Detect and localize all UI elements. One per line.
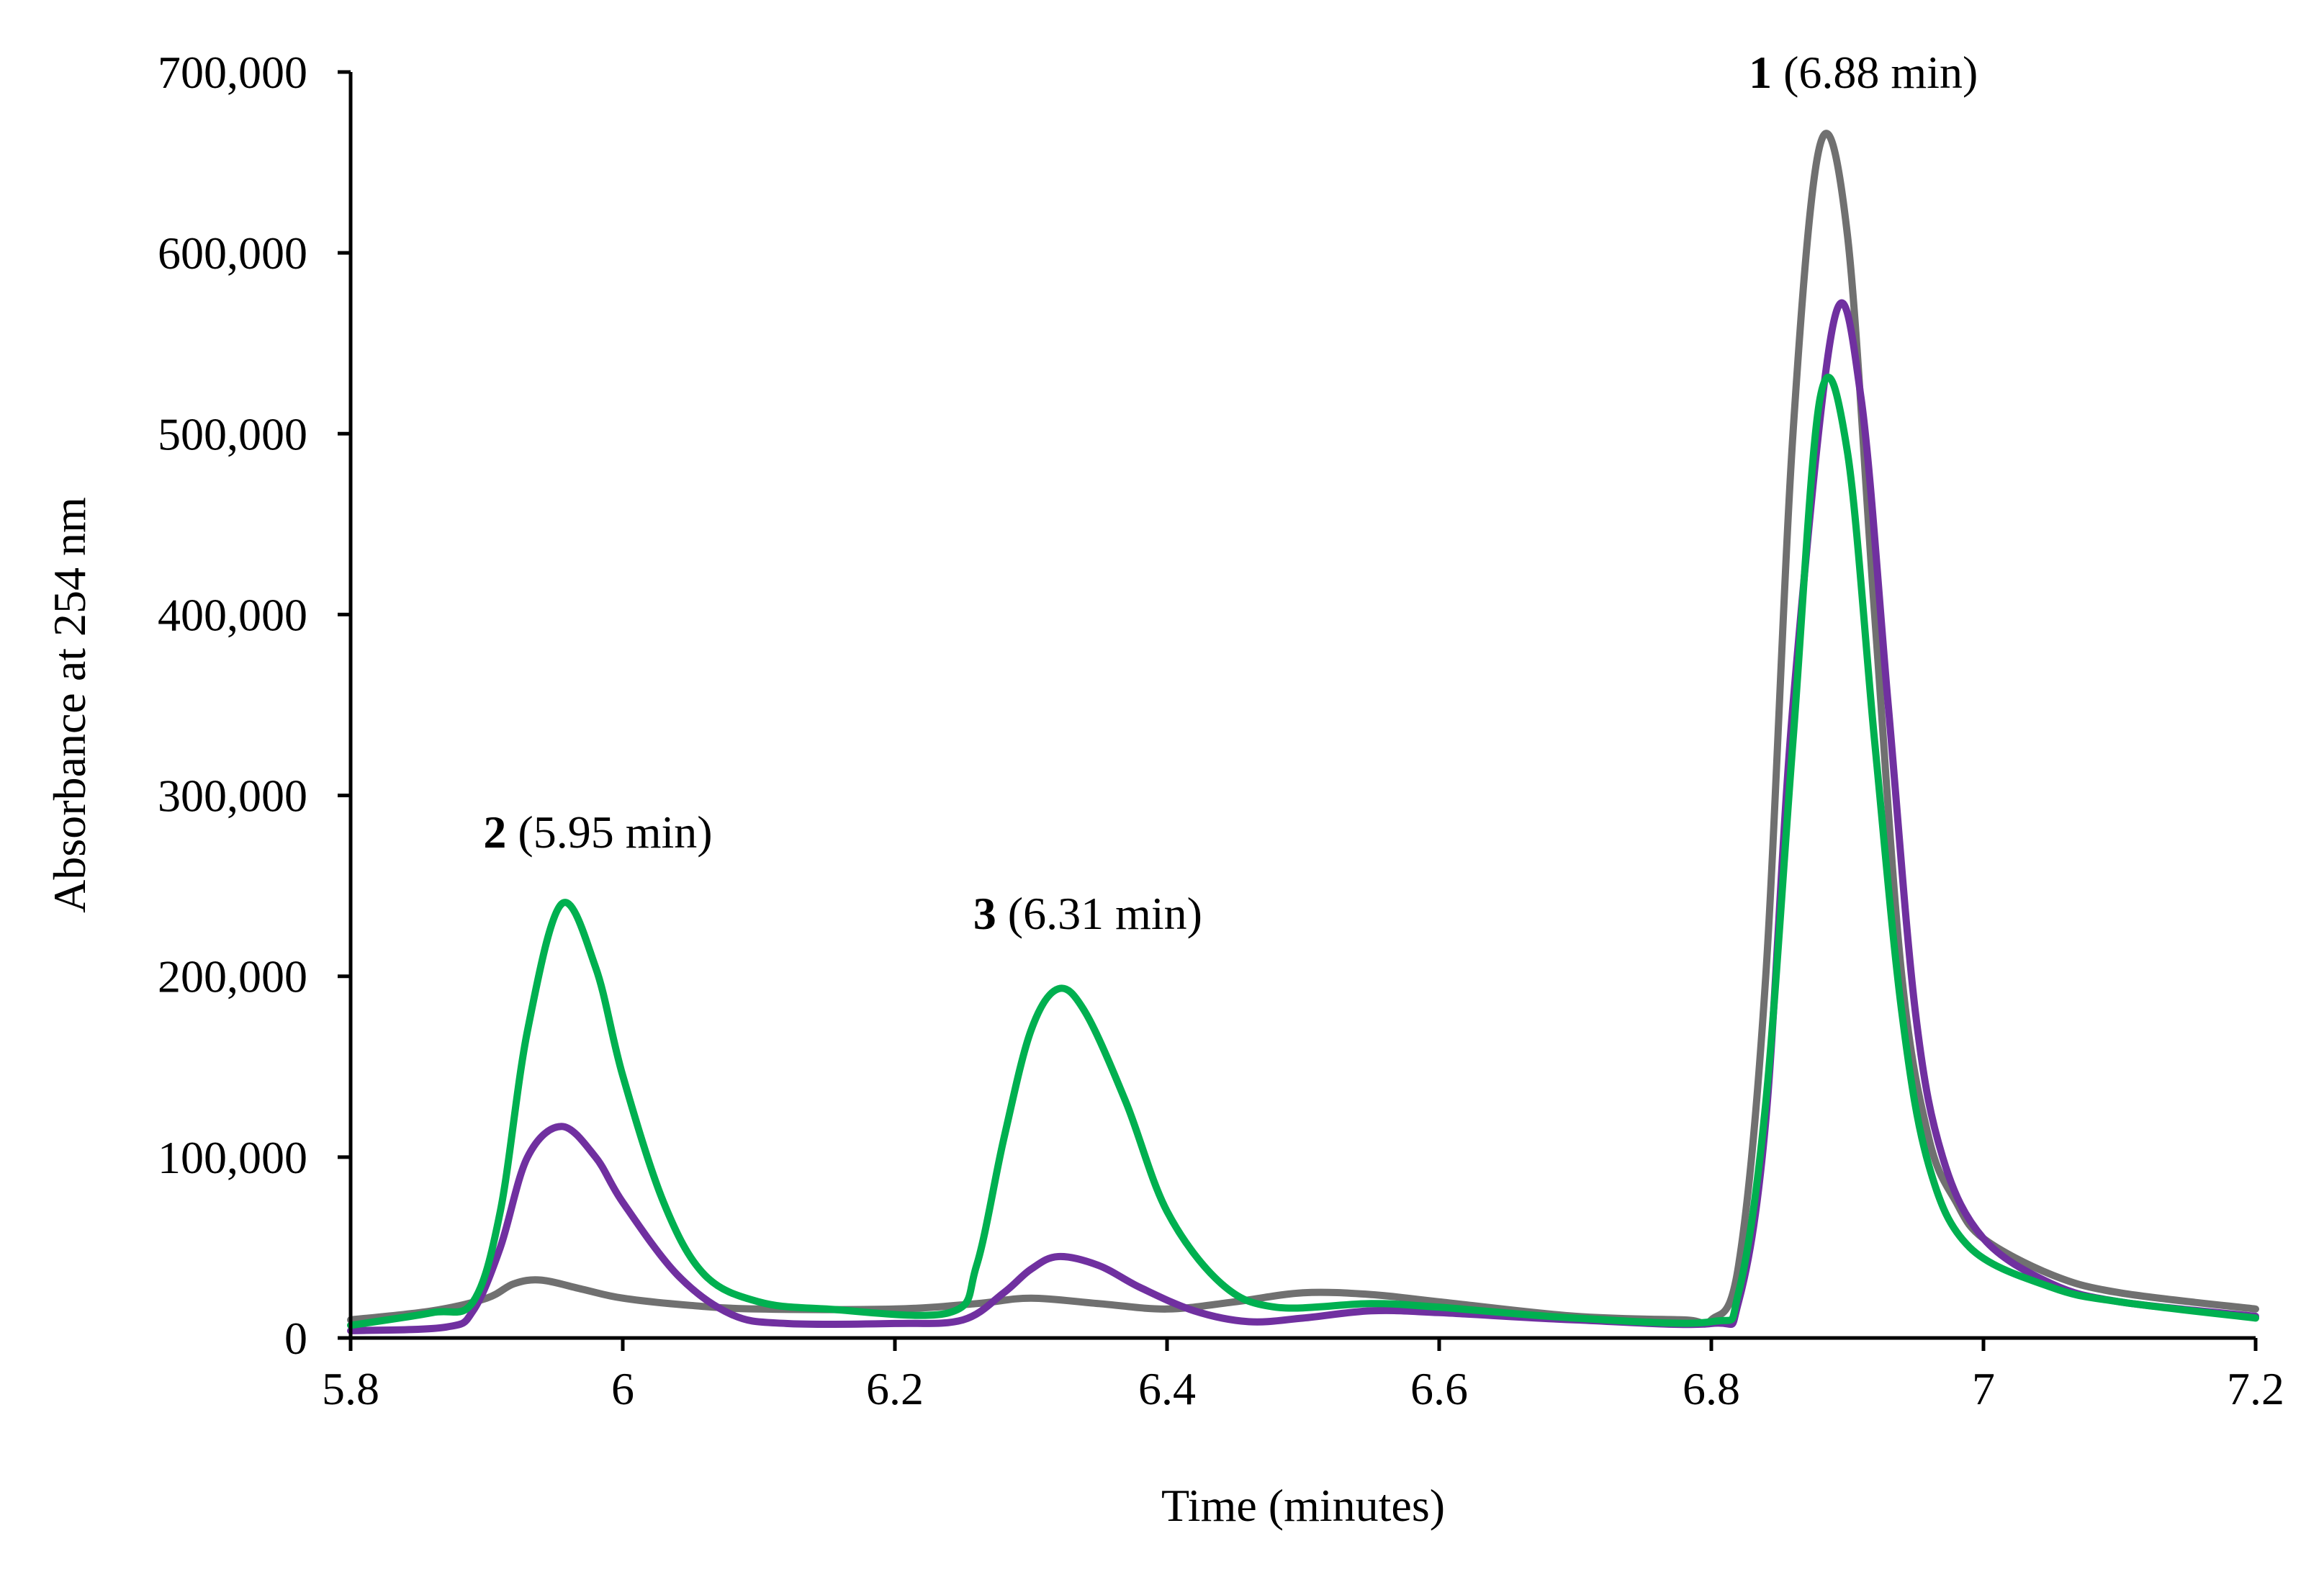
peak-annotation: 1 (6.88 min)	[1749, 47, 1978, 98]
peak-annotation: 3 (6.31 min)	[973, 888, 1202, 939]
peak-retention-time: (6.88 min)	[1772, 47, 1978, 98]
y-tick-label: 0	[284, 1313, 307, 1364]
y-tick-label: 300,000	[158, 771, 307, 822]
axes-layer	[348, 72, 2256, 1340]
peak-number: 1	[1749, 47, 1772, 98]
gray-trace-line	[347, 130, 2259, 1328]
peak-number: 2	[483, 807, 506, 858]
series-layer	[347, 130, 2259, 1334]
x-tick-label: 6.4	[1138, 1363, 1196, 1414]
x-axis-title: Time (minutes)	[1161, 1480, 1445, 1531]
peak-retention-time: (6.31 min)	[996, 888, 1202, 939]
purple-trace-line	[347, 299, 2259, 1334]
y-tick-label: 600,000	[158, 228, 307, 279]
x-tick-label: 6.6	[1410, 1363, 1468, 1414]
x-tick-label: 6.8	[1683, 1363, 1740, 1414]
x-tick-label: 6	[611, 1363, 634, 1414]
y-tick-label: 700,000	[158, 47, 307, 98]
green-trace-line	[347, 374, 2259, 1329]
annotation-layer: 1 (6.88 min) 2 (5.95 min) 3 (6.31 min)	[483, 47, 1978, 939]
tick-layer: 5.8 6 6.2 6.4 6.6 6.8 7 7.2 0 100,000 200,000 300,0…	[158, 47, 2284, 1414]
x-tick-label: 6.2	[866, 1363, 924, 1414]
y-tick-label: 500,000	[158, 408, 307, 459]
y-tick-label: 400,000	[158, 589, 307, 640]
y-tick-label: 100,000	[158, 1132, 307, 1183]
x-tick-label: 5.8	[322, 1363, 379, 1414]
peak-retention-time: (5.95 min)	[506, 807, 712, 858]
peak-number: 3	[973, 888, 996, 939]
x-tick-label: 7	[1972, 1363, 1995, 1414]
y-tick-label: 200,000	[158, 951, 307, 1002]
x-tick-label: 7.2	[2227, 1363, 2284, 1414]
peak-annotation: 2 (5.95 min)	[483, 807, 712, 858]
y-axis-title: Absorbance at 254 nm	[44, 497, 95, 913]
